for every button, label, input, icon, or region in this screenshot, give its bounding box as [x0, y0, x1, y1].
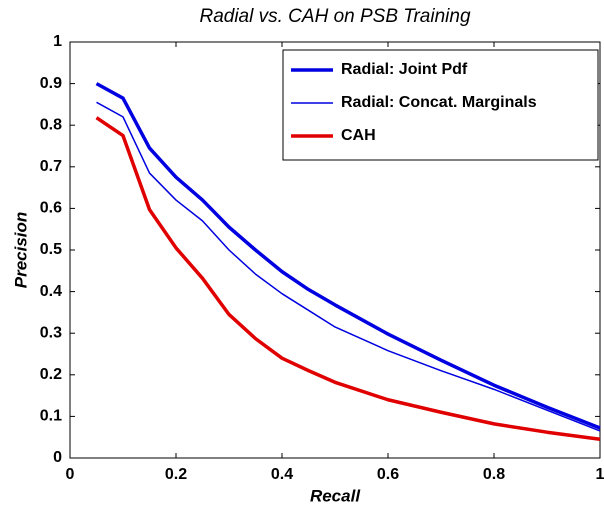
y-tick-label: 0.7: [40, 158, 62, 175]
y-tick-label: 1: [53, 33, 62, 50]
y-tick-label: 0.3: [40, 324, 62, 341]
y-tick-label: 0: [53, 449, 62, 466]
y-axis-label: Precision: [11, 212, 30, 289]
legend-label: CAH: [341, 127, 376, 144]
series-line: [96, 101, 601, 432]
series-line: [95, 116, 601, 442]
y-tick-label: 0.1: [40, 408, 62, 425]
y-tick-label: 0.8: [40, 116, 62, 133]
series-line: [95, 82, 601, 430]
y-tick-label: 0.4: [40, 283, 62, 300]
x-tick-label: 1: [596, 466, 604, 483]
y-tick-label: 0.9: [40, 75, 62, 92]
y-tick-label: 0.6: [40, 200, 62, 217]
x-axis-label: Recall: [310, 486, 361, 505]
legend-label: Radial: Concat. Marginals: [341, 94, 537, 111]
chart-title: Radial vs. CAH on PSB Training: [199, 6, 470, 27]
x-tick-label: 0: [66, 466, 75, 483]
y-tick-label: 0.2: [40, 366, 62, 383]
y-tick-label: 0.5: [40, 241, 62, 258]
x-tick-label: 0.4: [271, 466, 293, 483]
x-tick-label: 0.2: [165, 466, 187, 483]
legend-box: [282, 49, 599, 161]
x-tick-label: 0.6: [377, 466, 399, 483]
legend-label: Radial: Joint Pdf: [341, 61, 468, 78]
x-tick-label: 0.8: [483, 466, 505, 483]
